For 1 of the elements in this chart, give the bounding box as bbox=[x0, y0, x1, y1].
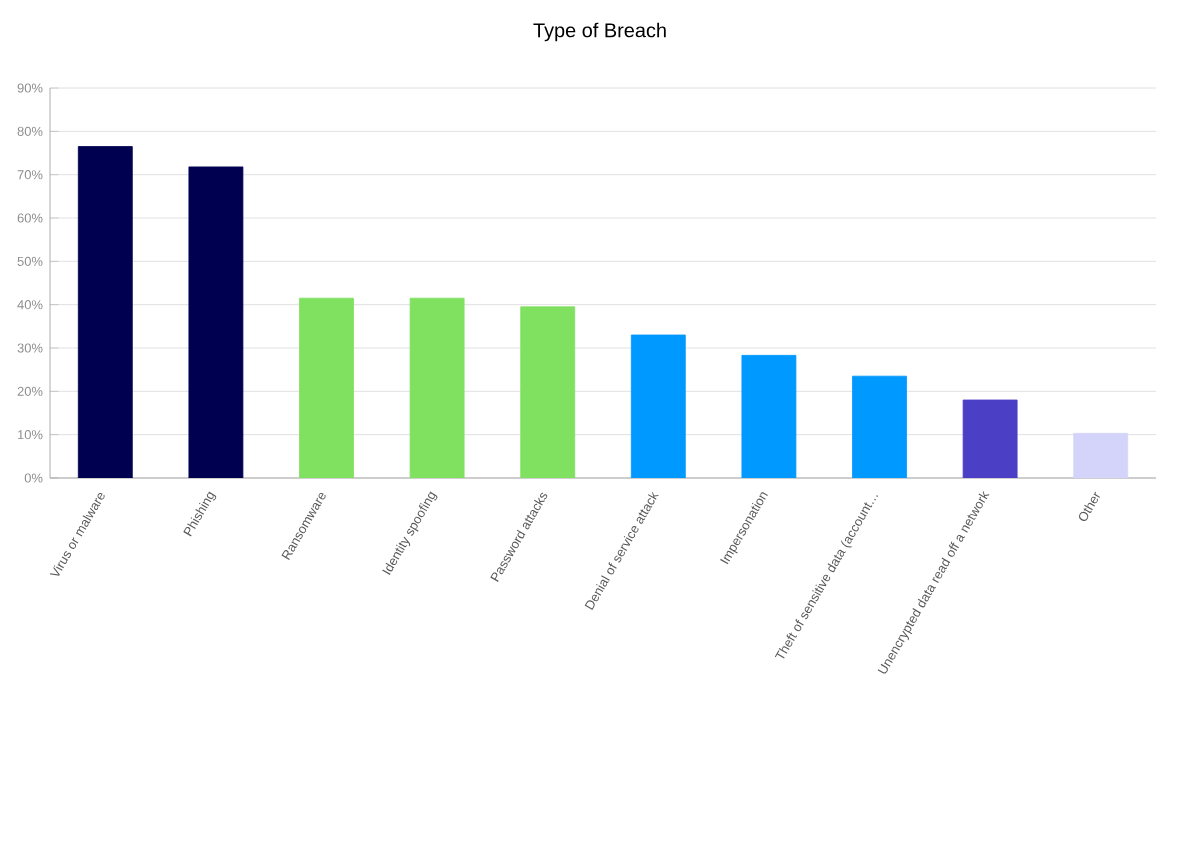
chart-title: Type of Breach bbox=[533, 22, 666, 42]
